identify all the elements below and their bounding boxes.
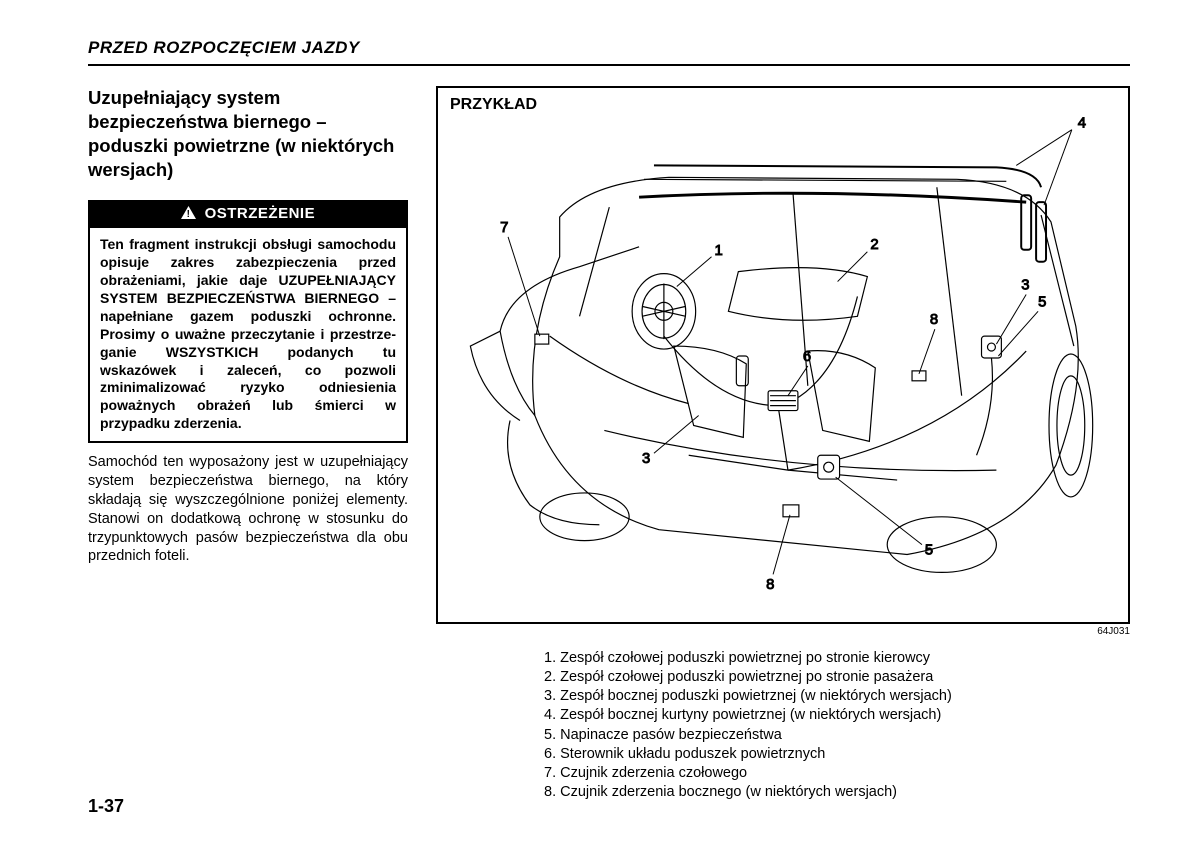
legend-item: 3. Zespół bocznej poduszki powietrznej (… bbox=[544, 687, 1130, 706]
svg-text:!: ! bbox=[186, 209, 190, 219]
body-paragraph: Samochód ten wyposażony jest w uzupeł­ni… bbox=[88, 453, 408, 566]
header-rule bbox=[88, 64, 1130, 66]
callout-8b: 8 bbox=[930, 312, 938, 328]
warning-label: OSTRZEŻENIE bbox=[205, 205, 316, 222]
callout-5: 5 bbox=[1038, 294, 1046, 310]
callout-3: 3 bbox=[642, 451, 650, 467]
legend-item: 4. Zespół bocznej kurtyny powietrznej (w… bbox=[544, 706, 1130, 725]
content-columns: Uzupełniający system bezpieczeństwa bier… bbox=[88, 86, 1130, 802]
figure-box: PRZYKŁAD bbox=[436, 86, 1130, 624]
warning-header: ! OSTRZEŻENIE bbox=[90, 202, 406, 228]
legend-item: 2. Zespół czołowej poduszki powietrznej … bbox=[544, 668, 1130, 687]
left-column: Uzupełniający system bezpieczeństwa bier… bbox=[88, 86, 408, 802]
section-title: Uzupełniający system bezpieczeństwa bier… bbox=[88, 86, 408, 182]
callout-5b: 5 bbox=[925, 543, 933, 559]
legend-item: 7. Czujnik zderzenia czołowego bbox=[544, 764, 1130, 783]
legend-item: 8. Czujnik zderzenia bocznego (w niektór… bbox=[544, 783, 1130, 802]
callout-4: 4 bbox=[1078, 116, 1086, 132]
warning-box: ! OSTRZEŻENIE Ten fragment instrukcji ob… bbox=[88, 200, 408, 443]
callout-2: 2 bbox=[870, 237, 878, 253]
callout-1: 1 bbox=[715, 243, 723, 259]
legend-item: 5. Napinacze pasów bezpieczeństwa bbox=[544, 726, 1130, 745]
warning-triangle-icon: ! bbox=[181, 206, 196, 223]
warning-body-text: Ten fragment instrukcji obsługi samochod… bbox=[90, 228, 406, 441]
callout-3b: 3 bbox=[1021, 277, 1029, 293]
legend-item: 1. Zespół czołowej poduszki powietrznej … bbox=[544, 649, 1130, 668]
section-header: PRZED ROZPOCZĘCIEM JAZDY bbox=[88, 38, 1130, 58]
callout-6: 6 bbox=[803, 349, 811, 365]
callout-7: 7 bbox=[500, 220, 508, 236]
legend-item: 6. Sterownik układu poduszek powietrznyc… bbox=[544, 745, 1130, 764]
figure-code: 64J031 bbox=[436, 626, 1130, 637]
page-number: 1-37 bbox=[88, 796, 124, 817]
callout-8: 8 bbox=[766, 577, 774, 593]
legend-list: 1. Zespół czołowej poduszki powietrznej … bbox=[544, 649, 1130, 802]
vehicle-diagram-svg: 4 7 1 2 8 3 bbox=[438, 88, 1128, 622]
right-column: PRZYKŁAD bbox=[436, 86, 1130, 802]
